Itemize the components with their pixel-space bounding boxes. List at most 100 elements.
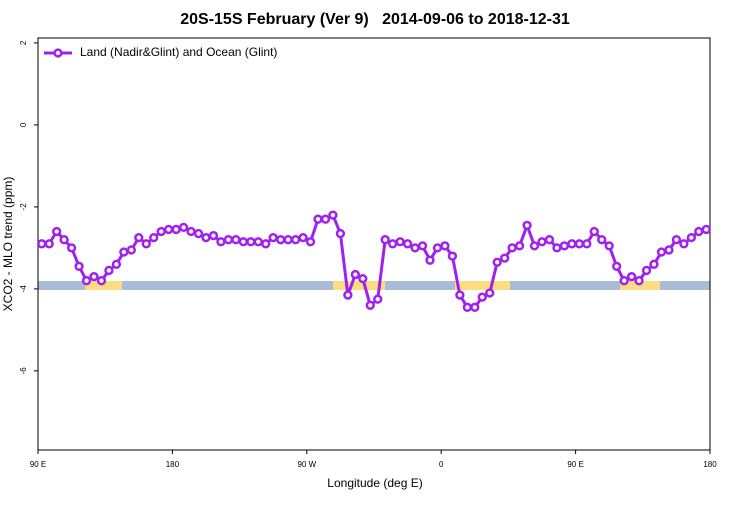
point (238, 237, 248, 247)
point (59, 235, 69, 245)
point (81, 276, 92, 286)
point (320, 214, 331, 224)
point (276, 235, 286, 245)
point (507, 243, 517, 253)
point (298, 232, 308, 243)
land-strip (333, 281, 385, 290)
point (537, 237, 547, 247)
point (552, 243, 562, 253)
point (164, 224, 174, 235)
point (395, 237, 405, 247)
point (134, 232, 144, 243)
point (544, 235, 555, 245)
point (156, 226, 166, 237)
point (104, 265, 114, 276)
point (37, 239, 47, 249)
point (388, 239, 398, 249)
point (656, 247, 667, 257)
point (178, 222, 189, 233)
point (111, 259, 122, 269)
point (193, 228, 204, 239)
y-tick-label: 0 (19, 122, 28, 127)
point (52, 226, 62, 237)
point (597, 235, 607, 245)
point (201, 232, 211, 243)
point (582, 239, 592, 249)
land-strip (455, 281, 510, 290)
point (253, 237, 263, 247)
point (89, 271, 99, 282)
point (335, 228, 346, 239)
point (701, 224, 711, 235)
point (514, 241, 525, 251)
point (373, 294, 383, 304)
point (96, 276, 107, 286)
point (425, 255, 435, 265)
point (149, 232, 159, 243)
point (619, 276, 629, 286)
x-tick-label: 90 W (297, 460, 316, 469)
y-axis-label: XCO2 - MLO trend (ppm) (1, 177, 15, 312)
point (679, 239, 689, 249)
y-tick-label: -2 (19, 203, 28, 211)
point (126, 245, 136, 255)
series-line (41, 212, 707, 309)
point (305, 237, 316, 247)
point (290, 235, 301, 245)
point (462, 302, 472, 312)
point (216, 237, 226, 247)
point (343, 290, 353, 300)
point (455, 290, 465, 300)
point (664, 245, 674, 255)
point (350, 269, 360, 280)
point (268, 232, 278, 243)
land-ocean-strip (38, 281, 710, 290)
point (634, 276, 644, 286)
point (328, 210, 338, 220)
point (283, 235, 293, 245)
point (171, 224, 181, 235)
point (313, 214, 323, 224)
point (477, 292, 487, 302)
point (485, 288, 495, 298)
point (522, 220, 532, 230)
point (470, 302, 480, 312)
point (492, 257, 502, 267)
point (447, 251, 458, 261)
point (44, 239, 54, 249)
point (380, 235, 390, 245)
point (246, 237, 256, 247)
point (440, 241, 450, 251)
x-tick-label: 90 E (30, 460, 46, 469)
point (358, 273, 368, 284)
x-axis-label: Longitude (deg E) (327, 476, 422, 490)
point (612, 261, 622, 271)
y-tick-label: 2 (19, 40, 28, 45)
point (574, 239, 584, 249)
x-tick-label: 180 (166, 460, 180, 469)
point (141, 239, 151, 249)
point (589, 226, 599, 237)
legend-label: Land (Nadir&Glint) and Ocean (Glint) (80, 45, 277, 59)
land-strip (620, 281, 660, 290)
x-tick-label: 180 (703, 460, 717, 469)
point (231, 235, 241, 245)
point (223, 235, 234, 245)
x-tick-label: 90 E (567, 460, 583, 469)
point (74, 261, 84, 271)
point (432, 243, 443, 253)
point (410, 243, 420, 253)
chart-title: 20S-15S February (Ver 9) 2014-09-06 to 2… (180, 11, 570, 28)
point (529, 241, 540, 251)
point (567, 239, 577, 249)
point (500, 253, 510, 263)
point (626, 271, 637, 282)
point (208, 230, 219, 241)
point (417, 241, 428, 251)
point (186, 226, 196, 237)
point (671, 235, 682, 245)
point (649, 259, 659, 269)
y-tick-label: -6 (19, 367, 28, 375)
point (66, 243, 77, 253)
